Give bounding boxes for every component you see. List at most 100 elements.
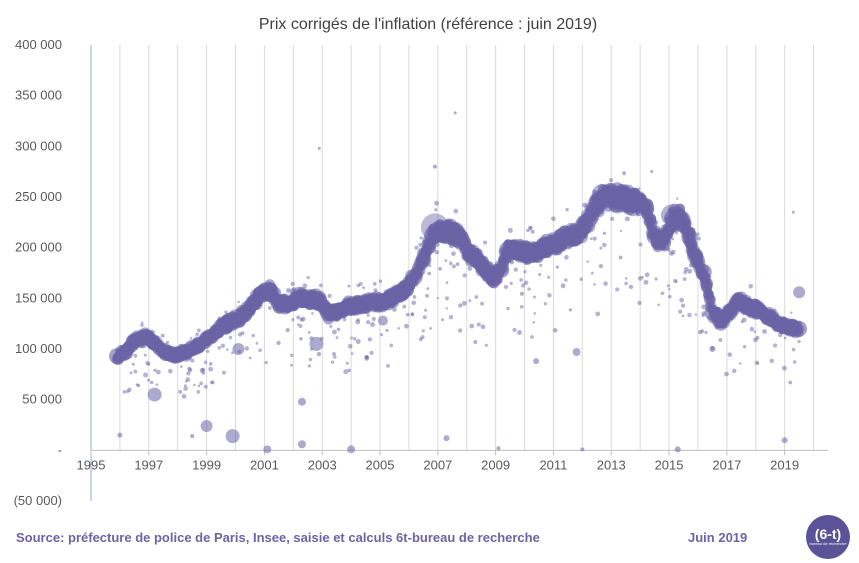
transaction-point bbox=[180, 365, 183, 368]
transaction-point bbox=[527, 287, 531, 291]
trend-point bbox=[146, 334, 163, 351]
transaction-point bbox=[442, 239, 447, 244]
transaction-point bbox=[509, 260, 514, 265]
x-tick-label: 1997 bbox=[134, 457, 163, 472]
transaction-point bbox=[345, 361, 349, 365]
trend-point bbox=[189, 337, 206, 354]
transaction-point bbox=[389, 343, 394, 348]
transaction-point bbox=[445, 307, 449, 310]
transaction-point bbox=[290, 353, 294, 358]
transaction-point bbox=[773, 308, 777, 312]
transaction-point bbox=[564, 226, 569, 230]
y-tick-label: 250 000 bbox=[15, 189, 62, 204]
transaction-point bbox=[299, 337, 303, 341]
transaction-point bbox=[369, 350, 374, 355]
transaction-point bbox=[615, 287, 620, 292]
transaction-point bbox=[165, 340, 170, 345]
transaction-point bbox=[480, 301, 485, 306]
transaction-point bbox=[753, 330, 757, 333]
transaction-point bbox=[332, 352, 336, 356]
transaction-point bbox=[643, 279, 649, 285]
transaction-point bbox=[244, 346, 250, 351]
transaction-point bbox=[772, 343, 778, 348]
outlier-point bbox=[225, 429, 240, 444]
trend-point bbox=[655, 234, 672, 251]
transaction-point bbox=[122, 390, 127, 394]
transaction-point bbox=[217, 316, 221, 320]
transaction-point bbox=[306, 275, 310, 280]
transaction-point bbox=[133, 369, 138, 374]
transaction-point bbox=[131, 362, 135, 366]
transaction-point bbox=[739, 362, 742, 365]
outlier-point bbox=[347, 445, 356, 454]
transaction-point bbox=[286, 288, 291, 293]
chart-points bbox=[109, 111, 808, 454]
x-tick-label: 1995 bbox=[77, 457, 106, 472]
trend-point bbox=[415, 251, 432, 268]
transaction-point bbox=[683, 270, 687, 275]
transaction-point bbox=[509, 281, 513, 285]
outlier-point bbox=[496, 446, 501, 451]
trend-point bbox=[452, 229, 469, 246]
transaction-point bbox=[598, 263, 604, 269]
transaction-point bbox=[603, 281, 608, 286]
transaction-point bbox=[362, 286, 366, 290]
trend-point bbox=[386, 288, 403, 305]
transaction-point bbox=[619, 229, 623, 233]
x-tick-label: 2017 bbox=[712, 457, 741, 472]
transaction-point bbox=[201, 371, 206, 375]
transaction-point bbox=[595, 311, 601, 317]
transaction-point bbox=[248, 356, 252, 360]
transaction-point bbox=[681, 303, 686, 308]
transaction-point bbox=[385, 363, 390, 368]
transaction-point bbox=[461, 300, 467, 306]
transaction-point bbox=[311, 312, 314, 315]
transaction-point bbox=[568, 308, 572, 312]
transaction-point bbox=[638, 187, 641, 190]
trend-point bbox=[398, 280, 415, 297]
outlier-point bbox=[650, 170, 654, 174]
transaction-point bbox=[687, 312, 692, 318]
transaction-point bbox=[197, 384, 201, 388]
transaction-point bbox=[455, 262, 460, 267]
transaction-point bbox=[326, 302, 330, 306]
transaction-point bbox=[586, 260, 589, 264]
transaction-point bbox=[602, 242, 607, 248]
trend-point bbox=[721, 304, 738, 321]
transaction-point bbox=[240, 331, 245, 335]
transaction-point bbox=[637, 300, 642, 306]
transaction-point bbox=[424, 308, 428, 312]
x-tick-label: 2015 bbox=[655, 457, 684, 472]
transaction-point bbox=[330, 360, 335, 364]
transaction-point bbox=[539, 263, 543, 267]
chart-title: Prix corrigés de l'inflation (référence … bbox=[259, 16, 597, 33]
transaction-point bbox=[370, 322, 375, 327]
transaction-point bbox=[402, 304, 407, 309]
transaction-point bbox=[679, 297, 685, 303]
trend-point bbox=[695, 263, 712, 280]
transaction-point bbox=[468, 299, 472, 303]
y-tick-label: 100 000 bbox=[15, 341, 62, 356]
y-tick-label: 50 000 bbox=[22, 392, 62, 407]
x-tick-label: 2001 bbox=[250, 457, 279, 472]
transaction-point bbox=[673, 278, 678, 283]
transaction-point bbox=[379, 333, 384, 337]
transaction-point bbox=[791, 347, 796, 352]
transaction-point bbox=[290, 281, 295, 287]
outlier-point bbox=[580, 447, 585, 452]
outlier-point bbox=[781, 437, 788, 444]
transaction-point bbox=[296, 315, 301, 320]
trend-point bbox=[750, 302, 767, 319]
transaction-point bbox=[507, 227, 513, 233]
y-tick-label: 350 000 bbox=[15, 88, 62, 103]
transaction-point bbox=[778, 332, 783, 338]
transaction-point bbox=[190, 358, 195, 363]
publication-date: Juin 2019 bbox=[688, 530, 748, 545]
outlier-point bbox=[190, 434, 195, 439]
transaction-point bbox=[624, 281, 628, 286]
trend-point bbox=[585, 202, 602, 219]
transaction-point bbox=[769, 358, 774, 364]
transaction-point bbox=[635, 213, 639, 217]
outlier-point bbox=[432, 164, 437, 169]
